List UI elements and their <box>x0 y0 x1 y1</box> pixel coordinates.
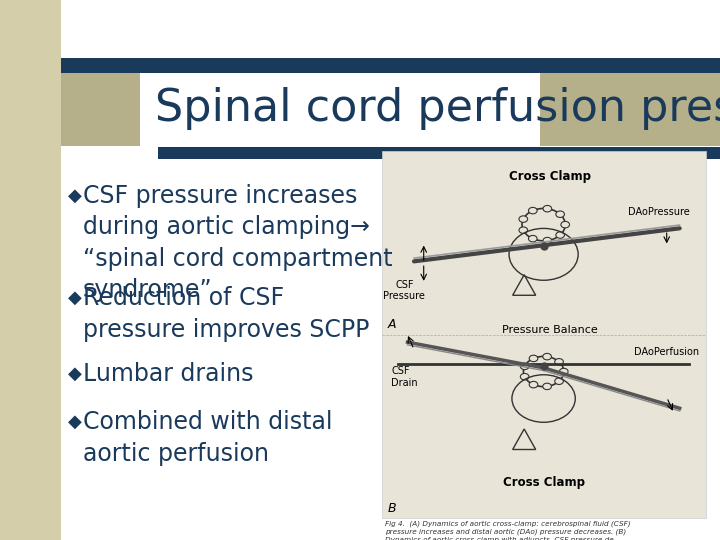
Text: A: A <box>388 318 397 331</box>
Circle shape <box>521 374 529 380</box>
Text: Lumbar drains: Lumbar drains <box>83 362 253 386</box>
Bar <box>0 0 61 540</box>
Circle shape <box>554 359 563 365</box>
Text: Combined with distal
aortic perfusion: Combined with distal aortic perfusion <box>83 410 333 466</box>
Circle shape <box>529 381 538 388</box>
Text: Pressure Balance: Pressure Balance <box>503 325 598 335</box>
Text: ◆: ◆ <box>68 413 82 431</box>
Circle shape <box>519 216 528 222</box>
Circle shape <box>561 221 570 228</box>
Circle shape <box>521 363 529 369</box>
Circle shape <box>529 355 538 362</box>
Circle shape <box>554 378 563 384</box>
Text: Reduction of CSF
pressure improves SCPP: Reduction of CSF pressure improves SCPP <box>83 286 369 342</box>
Text: DAoPressure: DAoPressure <box>628 207 690 217</box>
Text: CSF
Pressure: CSF Pressure <box>383 280 426 301</box>
Circle shape <box>528 207 537 214</box>
Circle shape <box>556 232 564 238</box>
Circle shape <box>556 211 564 218</box>
Text: B: B <box>388 502 397 515</box>
Text: ◆: ◆ <box>68 364 82 382</box>
Bar <box>61 73 140 146</box>
Circle shape <box>543 353 552 360</box>
Text: CSF pressure increases
during aortic clamping→
“spinal cord compartment
syndrome: CSF pressure increases during aortic cla… <box>83 184 392 302</box>
Text: Cross Clamp: Cross Clamp <box>509 170 591 183</box>
Text: ◆: ◆ <box>68 289 82 307</box>
Text: DAoPerfusion: DAoPerfusion <box>634 347 699 357</box>
Bar <box>61 58 720 73</box>
Circle shape <box>543 238 552 244</box>
Circle shape <box>543 205 552 212</box>
Text: Spinal cord perfusion pressure: Spinal cord perfusion pressure <box>155 86 720 130</box>
Bar <box>382 151 706 518</box>
Text: Cross Clamp: Cross Clamp <box>503 476 585 489</box>
Text: ◆: ◆ <box>68 186 82 204</box>
Circle shape <box>559 368 568 375</box>
Text: Fig 4.  (A) Dynamics of aortic cross-clamp: cerebrospinal fluid (CSF)
pressure i: Fig 4. (A) Dynamics of aortic cross-clam… <box>384 520 634 540</box>
Circle shape <box>528 235 537 242</box>
Text: CSF
Drain: CSF Drain <box>392 366 418 388</box>
Bar <box>540 73 720 146</box>
Circle shape <box>543 383 552 390</box>
Bar <box>158 147 720 159</box>
Circle shape <box>519 227 528 233</box>
